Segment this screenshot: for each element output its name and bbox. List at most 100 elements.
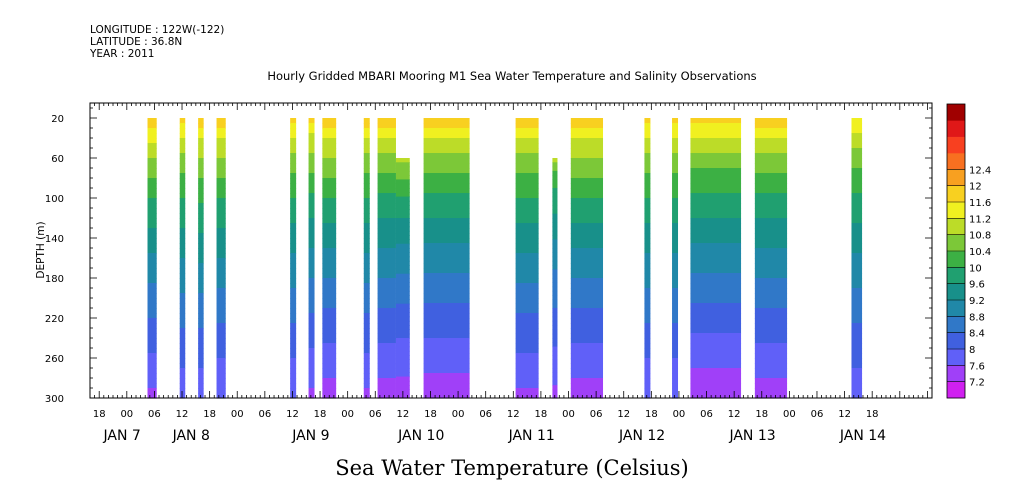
temperature-cell (644, 303, 651, 309)
temperature-cell (552, 329, 558, 335)
temperature-cell (423, 138, 470, 144)
temperature-cell (308, 183, 315, 189)
temperature-cell (754, 358, 788, 364)
temperature-cell (672, 153, 679, 159)
temperature-cell (290, 148, 297, 154)
temperature-cell (851, 233, 863, 239)
temperature-cell (322, 348, 337, 354)
temperature-cell (690, 288, 742, 294)
temperature-cell (672, 263, 679, 269)
temperature-cell (644, 278, 651, 284)
temperature-cell (308, 123, 315, 129)
y-axis-label: DEPTH (m) (35, 221, 47, 278)
temperature-cell (179, 168, 186, 174)
temperature-cell (570, 283, 604, 289)
temperature-cell (308, 328, 315, 334)
temperature-cell (308, 273, 315, 279)
temperature-cell (179, 268, 186, 274)
temperature-cell (570, 288, 604, 294)
temperature-cell (644, 188, 651, 194)
temperature-cell (363, 128, 370, 134)
temperature-cell (515, 328, 539, 334)
x-day-label: JAN 12 (618, 428, 665, 444)
temperature-cell (290, 353, 297, 359)
temperature-cell (672, 383, 679, 389)
temperature-cell (423, 128, 470, 134)
data-block (570, 118, 604, 399)
colorbar-swatch (947, 120, 965, 137)
temperature-cell (672, 143, 679, 149)
temperature-cell (423, 198, 470, 204)
temperature-cell (644, 158, 651, 164)
temperature-cell (515, 318, 539, 324)
temperature-cell (147, 298, 157, 304)
temperature-cell (216, 198, 226, 204)
temperature-cell (322, 293, 337, 299)
temperature-cell (377, 343, 396, 349)
temperature-cell (672, 208, 679, 214)
temperature-cell (322, 258, 337, 264)
temperature-cell (672, 203, 679, 209)
temperature-cell (179, 123, 186, 129)
temperature-cell (423, 258, 470, 264)
temperature-cell (754, 148, 788, 154)
temperature-cell (570, 123, 604, 129)
temperature-cell (198, 318, 204, 324)
temperature-cell (672, 378, 679, 384)
temperature-cell (552, 260, 558, 266)
temperature-cell (672, 268, 679, 274)
temperature-cell (198, 268, 204, 274)
temperature-cell (570, 218, 604, 224)
temperature-cell (690, 133, 742, 139)
temperature-cell (395, 338, 410, 343)
temperature-cell (147, 313, 157, 319)
data-block (754, 118, 788, 399)
temperature-cell (570, 233, 604, 239)
colorbar-label: 10.4 (969, 247, 991, 258)
x-hour-label: 18 (866, 409, 879, 420)
temperature-cell (552, 183, 558, 189)
temperature-cell (147, 283, 157, 289)
temperature-cell (363, 168, 370, 174)
temperature-cell (672, 238, 679, 244)
x-hour-label: 18 (314, 409, 327, 420)
temperature-cell (377, 308, 396, 314)
temperature-cell (290, 188, 297, 194)
temperature-cell (147, 263, 157, 269)
temperature-cell (672, 218, 679, 224)
temperature-cell (147, 148, 157, 154)
temperature-cell (851, 213, 863, 219)
temperature-cell (308, 258, 315, 264)
data-block (216, 118, 226, 399)
temperature-cell (515, 168, 539, 174)
temperature-cell (644, 328, 651, 334)
colorbar-swatch (947, 349, 965, 366)
temperature-cell (395, 166, 410, 172)
temperature-cell (198, 378, 204, 384)
temperature-cell (552, 278, 558, 283)
temperature-cell (690, 308, 742, 314)
temperature-cell (198, 273, 204, 279)
temperature-cell (754, 298, 788, 304)
temperature-cell (395, 303, 410, 309)
temperature-cell (322, 198, 337, 204)
temperature-cell (216, 153, 226, 159)
temperature-cell (308, 358, 315, 364)
temperature-cell (308, 323, 315, 329)
temperature-cell (552, 235, 558, 241)
temperature-cell (644, 128, 651, 134)
temperature-cell (754, 363, 788, 369)
temperature-cell (851, 153, 863, 159)
temperature-cell (395, 205, 410, 211)
temperature-cell (179, 253, 186, 259)
temperature-cell (570, 128, 604, 134)
temperature-cell (395, 222, 410, 228)
temperature-cell (672, 138, 679, 144)
temperature-cell (672, 148, 679, 154)
temperature-cell (147, 183, 157, 189)
temperature-cell (363, 358, 370, 364)
temperature-cell (851, 268, 863, 274)
temperature-cell (216, 203, 226, 209)
temperature-cell (308, 128, 315, 134)
temperature-cell (754, 193, 788, 199)
